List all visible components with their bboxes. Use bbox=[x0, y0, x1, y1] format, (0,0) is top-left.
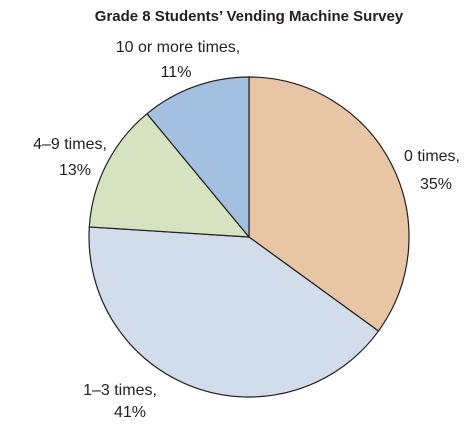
pie-slice bbox=[88, 112, 251, 238]
value-label: 41% bbox=[114, 404, 146, 421]
slice-label: 0 times, bbox=[404, 148, 460, 165]
pie-slice bbox=[146, 76, 250, 239]
chart-title: Grade 8 Students’ Vending Machine Survey bbox=[95, 8, 404, 25]
value-label: 11% bbox=[161, 64, 192, 81]
slice-label: 10 or more times, bbox=[116, 39, 240, 56]
slice-label: 1–3 times, bbox=[83, 382, 157, 399]
pie-slice bbox=[88, 226, 380, 398]
value-label: 13% bbox=[59, 162, 91, 179]
value-label: 35% bbox=[420, 176, 452, 193]
pie-slice bbox=[248, 76, 410, 332]
slice-label: 4–9 times, bbox=[33, 136, 107, 153]
